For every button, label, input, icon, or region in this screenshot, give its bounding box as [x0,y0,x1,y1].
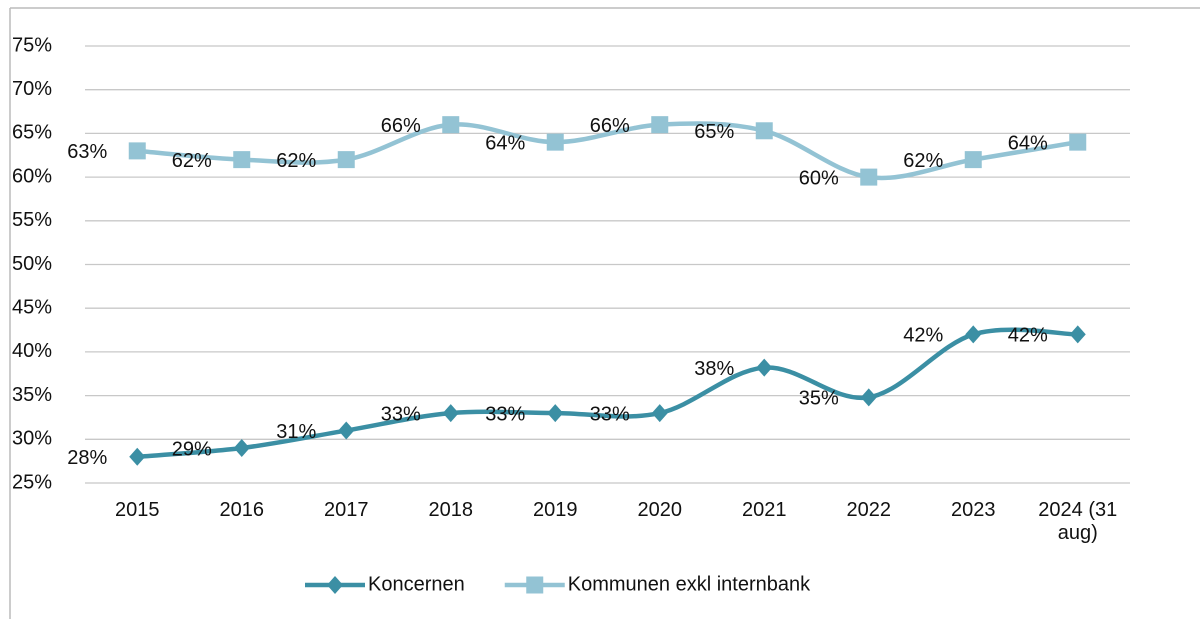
data-label: 29% [172,438,212,460]
y-tick-label: 45% [12,296,52,318]
y-tick-label: 40% [12,340,52,362]
data-label: 33% [485,403,525,425]
marker [1069,133,1087,151]
data-label: 42% [1008,325,1048,347]
marker [965,325,982,344]
data-label: 64% [485,132,525,154]
data-label: 66% [381,115,421,137]
marker [442,404,459,423]
x-tick-label: 2015 [115,499,160,521]
x-tick-label: 2017 [324,499,369,521]
series-line [137,327,1078,460]
data-label: 35% [799,388,839,410]
marker [651,116,669,134]
x-tick-label: 2022 [846,499,892,521]
data-label: 64% [1008,132,1048,154]
legend-label: Koncernen [368,573,465,595]
y-tick-label: 25% [12,471,52,493]
data-label: 60% [799,167,839,189]
legend-marker [327,576,343,594]
marker [128,142,146,160]
data-label: 65% [694,121,734,143]
data-label: 33% [590,403,630,425]
data-label: 63% [67,141,107,163]
series-line [137,121,1079,181]
marker [129,447,146,466]
marker [755,122,773,140]
marker [547,404,564,423]
marker [233,151,251,169]
marker [338,421,355,440]
legend-marker [526,576,544,594]
marker [860,168,878,186]
marker [546,133,564,151]
marker [337,151,355,169]
marker [442,116,460,134]
x-tick-label: 2020 [637,499,683,521]
x-tick-label: 2024 (31 aug) [1038,499,1118,544]
data-label: 62% [172,150,212,172]
x-tick-label: 2021 [742,499,787,521]
y-tick-label: 75% [12,34,52,56]
data-label: 62% [276,150,316,172]
marker [233,439,250,458]
data-label: 28% [67,447,107,469]
marker [964,151,982,169]
marker [1069,325,1086,344]
y-tick-label: 55% [12,209,52,231]
y-tick-label: 50% [12,253,52,275]
legend-label: Kommunen exkl internbank [568,573,811,595]
y-tick-label: 35% [12,384,52,406]
data-label: 31% [276,421,316,443]
data-label: 62% [903,150,943,172]
data-label: 42% [903,325,943,347]
y-tick-label: 70% [12,78,52,100]
marker [860,388,877,407]
x-tick-label: 2023 [951,499,996,521]
x-tick-label: 2016 [219,499,265,521]
marker [756,358,773,377]
y-tick-label: 60% [12,165,52,187]
y-tick-label: 30% [12,428,52,450]
data-label: 66% [590,115,630,137]
data-label: 33% [381,403,421,425]
x-tick-label: 2019 [533,499,578,521]
marker [651,404,668,423]
x-tick-label: 2018 [428,499,474,521]
data-label: 38% [694,358,734,380]
y-tick-label: 65% [12,122,52,144]
